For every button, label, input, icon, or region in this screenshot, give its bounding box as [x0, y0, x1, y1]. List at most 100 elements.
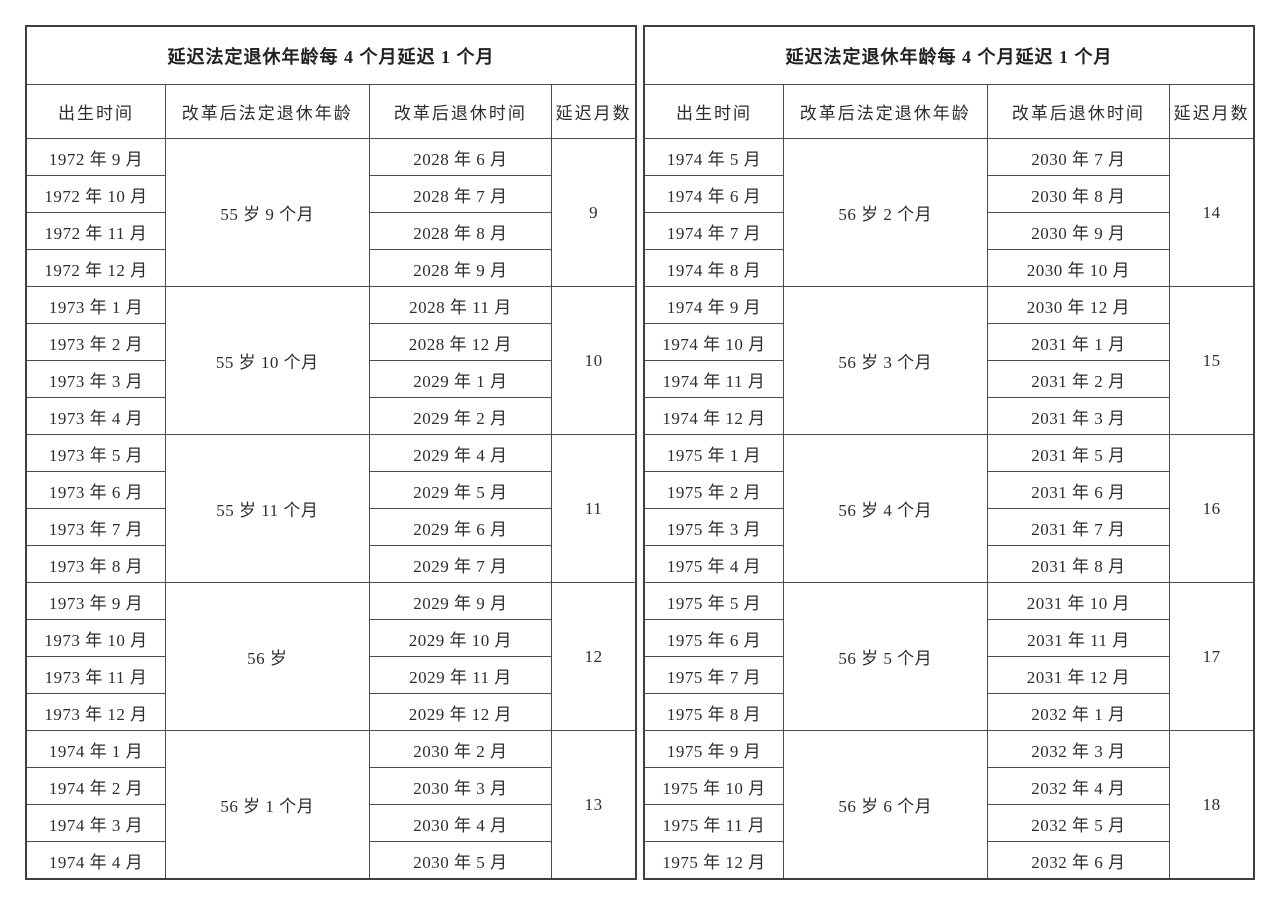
retire-month-cell: 2029 年 11 月: [368, 656, 553, 694]
birth-month-cell: 1974 年 5 月: [643, 138, 784, 176]
delay-months-cell: 11: [551, 434, 637, 583]
birth-month-cell: 1974 年 6 月: [643, 175, 784, 213]
birth-month-cell: 1973 年 10 月: [25, 619, 166, 657]
table-row: 1973 年 9 月 56 岁 2029 年 9 月 12: [25, 582, 637, 731]
retire-month-cell: 2031 年 10 月: [986, 582, 1171, 620]
retire-month-cell: 2032 年 6 月: [986, 841, 1171, 880]
birth-month-cell: 1974 年 1 月: [25, 730, 166, 768]
birth-month-cell: 1975 年 10 月: [643, 767, 784, 805]
table-row: 1974 年 6 月 2030 年 8 月: [643, 175, 1254, 213]
birth-month-cell: 1972 年 11 月: [25, 212, 166, 250]
birth-month-cell: 1975 年 4 月: [643, 545, 784, 583]
birth-month-cell: 1975 年 7 月: [643, 656, 784, 694]
statutory-age-cell: 56 岁 1 个月: [164, 730, 370, 880]
retire-month-cell: 2029 年 6 月: [368, 508, 553, 546]
retire-month-cell: 2028 年 7 月: [368, 175, 553, 213]
statutory-age-cell: 56 岁: [164, 582, 370, 731]
delay-months-cell: 14: [1169, 138, 1255, 287]
table-row: 1974 年 11 月 2031 年 2 月: [643, 360, 1254, 398]
retirement-table-left: 延迟法定退休年龄每 4 个月延迟 1 个月 出生时间 改革后法定退休年龄 改革后退休时…: [25, 25, 637, 880]
retire-month-cell: 2031 年 6 月: [986, 471, 1171, 509]
delay-months-cell: 13: [551, 730, 637, 880]
retire-month-cell: 2032 年 1 月: [986, 693, 1171, 731]
birth-month-cell: 1973 年 4 月: [25, 397, 166, 435]
retire-month-cell: 2031 年 7 月: [986, 508, 1171, 546]
birth-month-cell: 1973 年 1 月: [25, 286, 166, 324]
retire-month-cell: 2031 年 2 月: [986, 360, 1171, 398]
retire-month-cell: 2029 年 12 月: [368, 693, 553, 731]
retire-month-cell: 2032 年 3 月: [986, 730, 1171, 768]
retire-month-cell: 2030 年 9 月: [986, 212, 1171, 250]
birth-month-cell: 1975 年 8 月: [643, 693, 784, 731]
table-row: 1973 年 2 月 2028 年 12 月: [25, 323, 636, 361]
table-row: 1973 年 1 月 55 岁 10 个月 2028 年 11 月 10: [25, 286, 637, 435]
column-header-row: 出生时间 改革后法定退休年龄 改革后退休时间 延迟月数: [643, 84, 1255, 139]
delay-months-cell: 16: [1169, 434, 1255, 583]
table-row: 1974 年 3 月 2030 年 4 月: [25, 804, 636, 842]
table-title: 延迟法定退休年龄每 4 个月延迟 1 个月: [643, 25, 1255, 85]
retire-month-cell: 2030 年 4 月: [368, 804, 553, 842]
retire-month-cell: 2032 年 5 月: [986, 804, 1171, 842]
retire-month-cell: 2032 年 4 月: [986, 767, 1171, 805]
retire-month-cell: 2030 年 8 月: [986, 175, 1171, 213]
birth-month-cell: 1974 年 3 月: [25, 804, 166, 842]
table-row: 1975 年 2 月 2031 年 6 月: [643, 471, 1254, 509]
retire-month-cell: 2029 年 1 月: [368, 360, 553, 398]
statutory-age-cell: 56 岁 3 个月: [782, 286, 988, 435]
birth-month-cell: 1972 年 9 月: [25, 138, 166, 176]
table-row: 1972 年 12 月 2028 年 9 月: [25, 249, 636, 287]
table-title: 延迟法定退休年龄每 4 个月延迟 1 个月: [25, 25, 637, 85]
delay-months-cell: 18: [1169, 730, 1255, 880]
birth-month-cell: 1974 年 9 月: [643, 286, 784, 324]
table-title-row: 延迟法定退休年龄每 4 个月延迟 1 个月: [643, 25, 1255, 85]
birth-month-cell: 1973 年 3 月: [25, 360, 166, 398]
retire-month-cell: 2028 年 6 月: [368, 138, 553, 176]
retire-month-cell: 2028 年 11 月: [368, 286, 553, 324]
column-header: 延迟月数: [551, 84, 637, 139]
table-row: 1975 年 1 月 56 岁 4 个月 2031 年 5 月 16: [643, 434, 1255, 583]
retire-month-cell: 2031 年 11 月: [986, 619, 1171, 657]
table-row: 1974 年 2 月 2030 年 3 月: [25, 767, 636, 805]
birth-month-cell: 1975 年 12 月: [643, 841, 784, 880]
statutory-age-cell: 56 岁 5 个月: [782, 582, 988, 731]
table-row: 1975 年 9 月 56 岁 6 个月 2032 年 3 月 18: [643, 730, 1255, 880]
table-row: 1975 年 10 月 2032 年 4 月: [643, 767, 1254, 805]
birth-month-cell: 1973 年 2 月: [25, 323, 166, 361]
delay-months-cell: 12: [551, 582, 637, 731]
birth-month-cell: 1973 年 7 月: [25, 508, 166, 546]
retirement-table-right: 延迟法定退休年龄每 4 个月延迟 1 个月 出生时间 改革后法定退休年龄 改革后退休时…: [643, 25, 1255, 880]
retire-month-cell: 2029 年 4 月: [368, 434, 553, 472]
retire-month-cell: 2030 年 12 月: [986, 286, 1171, 324]
table-title-row: 延迟法定退休年龄每 4 个月延迟 1 个月: [25, 25, 637, 85]
statutory-age-cell: 55 岁 9 个月: [164, 138, 370, 287]
retire-month-cell: 2028 年 12 月: [368, 323, 553, 361]
column-header-row: 出生时间 改革后法定退休年龄 改革后退休时间 延迟月数: [25, 84, 637, 139]
retire-month-cell: 2030 年 7 月: [986, 138, 1171, 176]
retire-month-cell: 2028 年 9 月: [368, 249, 553, 287]
column-header: 出生时间: [25, 84, 166, 139]
delay-months-cell: 10: [551, 286, 637, 435]
column-header: 改革后法定退休年龄: [782, 84, 988, 139]
birth-month-cell: 1973 年 11 月: [25, 656, 166, 694]
birth-month-cell: 1974 年 10 月: [643, 323, 784, 361]
birth-month-cell: 1972 年 10 月: [25, 175, 166, 213]
table-row: 1973 年 8 月 2029 年 7 月: [25, 545, 636, 583]
retire-month-cell: 2029 年 2 月: [368, 397, 553, 435]
table-row: 1974 年 4 月 2030 年 5 月: [25, 841, 636, 880]
birth-month-cell: 1973 年 9 月: [25, 582, 166, 620]
birth-month-cell: 1974 年 8 月: [643, 249, 784, 287]
birth-month-cell: 1974 年 4 月: [25, 841, 166, 880]
retire-month-cell: 2031 年 8 月: [986, 545, 1171, 583]
statutory-age-cell: 55 岁 11 个月: [164, 434, 370, 583]
birth-month-cell: 1972 年 12 月: [25, 249, 166, 287]
retire-month-cell: 2029 年 7 月: [368, 545, 553, 583]
birth-month-cell: 1973 年 12 月: [25, 693, 166, 731]
table-row: 1975 年 11 月 2032 年 5 月: [643, 804, 1254, 842]
table-row: 1973 年 6 月 2029 年 5 月: [25, 471, 636, 509]
retire-month-cell: 2031 年 1 月: [986, 323, 1171, 361]
retire-month-cell: 2029 年 5 月: [368, 471, 553, 509]
table-row: 1975 年 5 月 56 岁 5 个月 2031 年 10 月 17: [643, 582, 1255, 731]
retire-month-cell: 2029 年 10 月: [368, 619, 553, 657]
table-row: 1975 年 7 月 2031 年 12 月: [643, 656, 1254, 694]
statutory-age-cell: 56 岁 6 个月: [782, 730, 988, 880]
